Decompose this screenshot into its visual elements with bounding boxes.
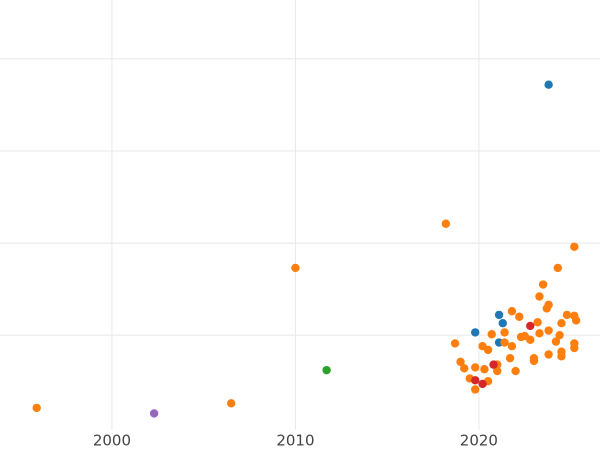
point — [32, 403, 41, 413]
point — [544, 350, 553, 359]
point — [500, 338, 509, 347]
point — [456, 357, 465, 367]
point — [507, 342, 517, 351]
point — [557, 318, 566, 328]
point — [505, 353, 515, 363]
point — [460, 364, 469, 373]
point — [571, 316, 581, 325]
point — [553, 263, 562, 273]
point — [570, 343, 579, 353]
point — [544, 80, 553, 89]
point — [494, 310, 504, 320]
point — [538, 280, 548, 289]
point — [515, 312, 524, 321]
point — [471, 385, 480, 394]
point — [520, 331, 529, 341]
x-tick-label: 2020 — [460, 432, 498, 450]
point — [500, 328, 509, 337]
point — [471, 376, 480, 385]
point — [551, 337, 561, 346]
point — [489, 360, 498, 369]
point — [498, 318, 507, 328]
point — [441, 219, 451, 228]
point — [555, 330, 564, 340]
point — [471, 363, 480, 372]
point — [526, 321, 535, 331]
x-tick-label: 2010 — [276, 432, 314, 450]
point — [483, 345, 493, 355]
point — [291, 263, 300, 273]
point — [557, 352, 566, 361]
point — [529, 356, 539, 366]
point — [480, 365, 489, 374]
point — [544, 326, 553, 335]
point — [226, 399, 236, 408]
point — [535, 329, 544, 338]
x-tick-label: 2000 — [93, 432, 131, 450]
point — [511, 366, 520, 376]
point — [542, 304, 551, 313]
point — [493, 366, 502, 376]
point — [562, 310, 572, 320]
point — [533, 318, 542, 327]
point — [149, 409, 159, 418]
point — [507, 307, 517, 316]
point — [322, 365, 331, 375]
point — [535, 292, 544, 301]
point — [487, 330, 496, 339]
point — [478, 379, 487, 389]
point — [570, 242, 579, 251]
point — [450, 339, 460, 348]
point — [471, 328, 480, 337]
